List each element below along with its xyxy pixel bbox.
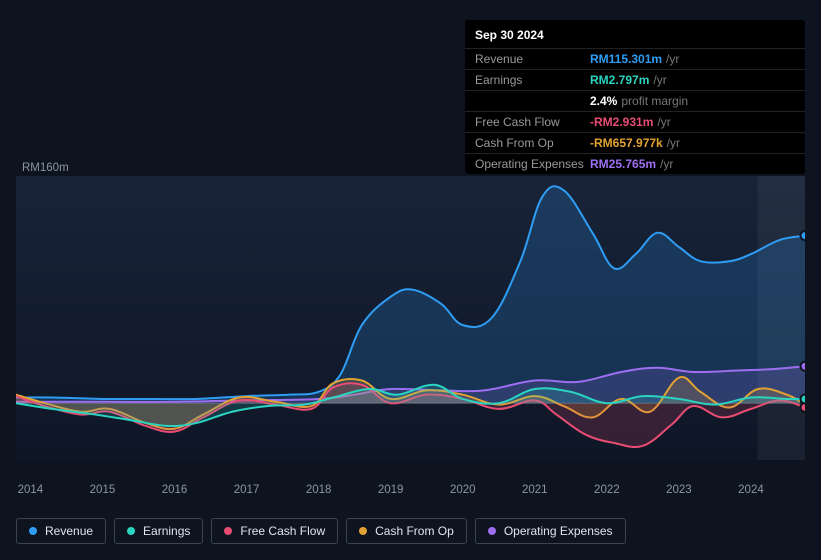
tooltip-row-value: 2.4% [590,94,617,108]
tooltip-row: EarningsRM2.797m/yr [465,69,805,90]
legend-label: Cash From Op [375,524,454,538]
tooltip-row: Free Cash Flow-RM2.931m/yr [465,111,805,132]
legend-item[interactable]: Revenue [16,518,106,544]
tooltip-row-label: Revenue [475,52,590,66]
x-axis-tick-label: 2017 [234,484,260,496]
tooltip-date: Sep 30 2024 [465,20,805,48]
x-axis-tick-label: 2014 [18,484,44,496]
tooltip-row-unit: /yr [657,115,670,129]
tooltip-row: Cash From Op-RM657.977k/yr [465,132,805,153]
tooltip-rows: RevenueRM115.301m/yrEarningsRM2.797m/yr2… [465,48,805,174]
tooltip-row-value: RM115.301m [590,52,662,66]
legend-dot-icon [29,527,37,535]
tooltip-row-label: Free Cash Flow [475,115,590,129]
tooltip-row-value: -RM2.931m [590,115,653,129]
tooltip-row-unit: /yr [653,73,666,87]
legend-dot-icon [359,527,367,535]
legend-label: Operating Expenses [504,524,613,538]
legend-label: Earnings [143,524,190,538]
x-axis-tick-label: 2016 [162,484,188,496]
financials-chart-panel: Sep 30 2024 RevenueRM115.301m/yrEarnings… [0,0,821,560]
legend-item[interactable]: Free Cash Flow [211,518,338,544]
x-axis-tick-label: 2020 [450,484,476,496]
chart-svg [16,160,805,480]
x-axis-tick-label: 2022 [594,484,620,496]
tooltip-row-unit: /yr [666,52,679,66]
chart-legend: Revenue Earnings Free Cash Flow Cash From O… [16,518,626,544]
chart-plot-area[interactable] [16,160,805,480]
legend-label: Revenue [45,524,93,538]
hover-tooltip: Sep 30 2024 RevenueRM115.301m/yrEarnings… [465,20,805,174]
x-axis-tick-label: 2019 [378,484,404,496]
legend-dot-icon [127,527,135,535]
legend-item[interactable]: Cash From Op [346,518,467,544]
tooltip-row-label: Cash From Op [475,136,590,150]
x-axis-tick-label: 2023 [666,484,692,496]
tooltip-row: 2.4% profit margin [465,90,805,111]
x-axis-tick-label: 2015 [90,484,116,496]
x-axis-labels: 2014 2015 2016 2017 2018 2019 2020 2021 2022 2023… [16,484,805,502]
tooltip-row: RevenueRM115.301m/yr [465,48,805,69]
tooltip-row-value: RM2.797m [590,73,649,87]
legend-dot-icon [488,527,496,535]
legend-item[interactable]: Operating Expenses [475,518,626,544]
tooltip-row-unit: profit margin [621,94,688,108]
x-axis-tick-label: 2021 [522,484,548,496]
legend-label: Free Cash Flow [240,524,325,538]
tooltip-row-value: -RM657.977k [590,136,663,150]
legend-dot-icon [224,527,232,535]
legend-item[interactable]: Earnings [114,518,203,544]
tooltip-row-unit: /yr [667,136,680,150]
x-axis-tick-label: 2024 [738,484,764,496]
tooltip-row-label: Earnings [475,73,590,87]
x-axis-tick-label: 2018 [306,484,332,496]
